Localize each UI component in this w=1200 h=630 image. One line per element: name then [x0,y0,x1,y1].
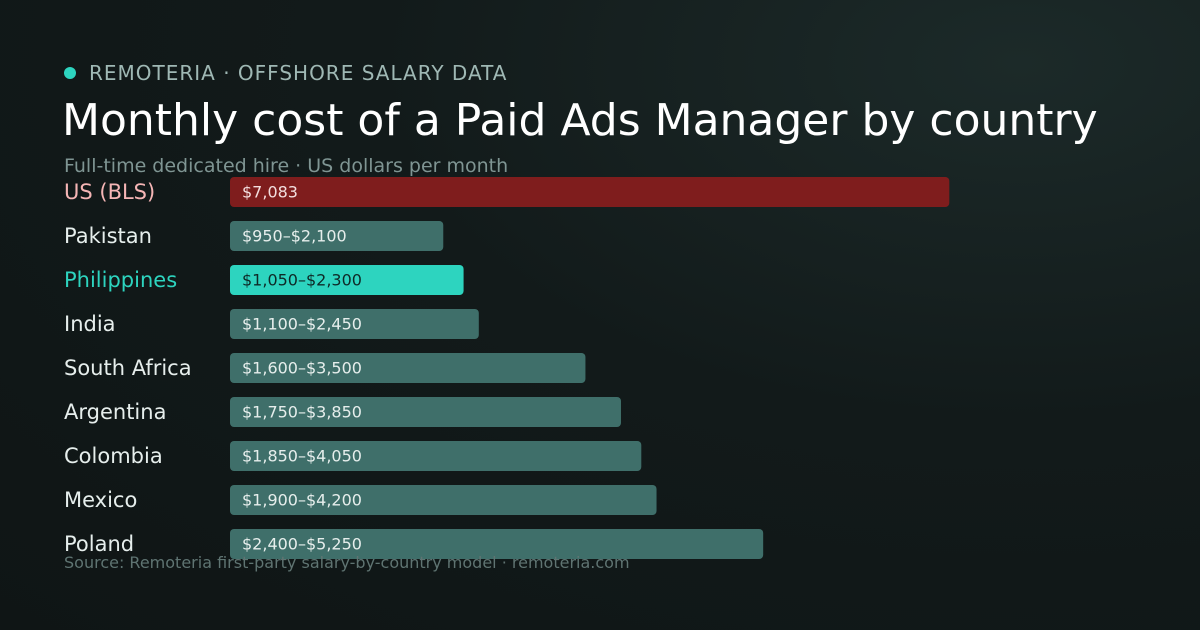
category-label-pakistan: Pakistan [64,224,152,248]
bar-poland [230,529,764,559]
value-label-philippines: $1,050–$2,300 [242,271,362,290]
value-label-argentina: $1,750–$3,850 [242,403,362,422]
brand-dot-icon [64,67,76,79]
source-note: Source: Remoteria first-party salary-by-… [64,553,630,572]
brand-text: REMOTERIA · OFFSHORE SALARY DATA [89,61,508,85]
bar-colombia [230,441,642,471]
bar-pakistan [230,221,444,251]
page-subtitle: Full-time dedicated hire · US dollars pe… [64,155,509,177]
bar-us-bls [230,177,950,207]
category-label-mexico: Mexico [64,488,137,512]
category-label-poland: Poland [64,532,134,556]
value-label-poland: $2,400–$5,250 [242,535,362,554]
value-label-us-bls: $7,083 [242,183,298,202]
category-label-us-bls: US (BLS) [64,180,155,204]
brand-header: REMOTERIA · OFFSHORE SALARY DATA [64,60,507,86]
category-label-argentina: Argentina [64,400,166,424]
bar-philippines [230,265,464,295]
category-label-colombia: Colombia [64,444,163,468]
category-label-philippines: Philippines [64,268,177,292]
bar-mexico [230,485,657,515]
value-label-south-africa: $1,600–$3,500 [242,359,362,378]
page-title: Monthly cost of a Paid Ads Manager by co… [62,95,1098,146]
bar-south-africa [230,353,586,383]
bar-argentina [230,397,621,427]
value-label-mexico: $1,900–$4,200 [242,491,362,510]
value-label-pakistan: $950–$2,100 [242,227,347,246]
bar-india [230,309,479,339]
value-label-colombia: $1,850–$4,050 [242,447,362,466]
category-label-south-africa: South Africa [64,356,192,380]
value-label-india: $1,100–$2,450 [242,315,362,334]
category-label-india: India [64,312,116,336]
